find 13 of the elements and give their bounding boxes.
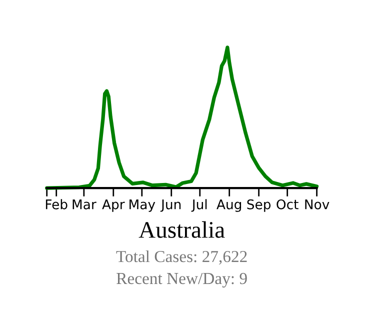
x-tick-label: May bbox=[130, 200, 156, 212]
text: Recent New/Day: 9 bbox=[116, 272, 247, 288]
text: Total Cases: 27,622 bbox=[116, 250, 247, 265]
x-tick-label: Feb bbox=[46, 199, 68, 210]
x-tick-label: Jun bbox=[160, 200, 181, 212]
x-tick-label: Sep bbox=[247, 199, 271, 212]
x-tick-label: Jul bbox=[191, 199, 207, 212]
x-tick-label: Mar bbox=[72, 200, 96, 210]
x-tick-label: Oct bbox=[276, 199, 298, 210]
x-tick-label: Apr bbox=[102, 200, 125, 212]
x-tick-label: Aug bbox=[216, 200, 242, 212]
text: Australia bbox=[138, 221, 225, 238]
x-tick-label: Nov bbox=[305, 200, 330, 210]
